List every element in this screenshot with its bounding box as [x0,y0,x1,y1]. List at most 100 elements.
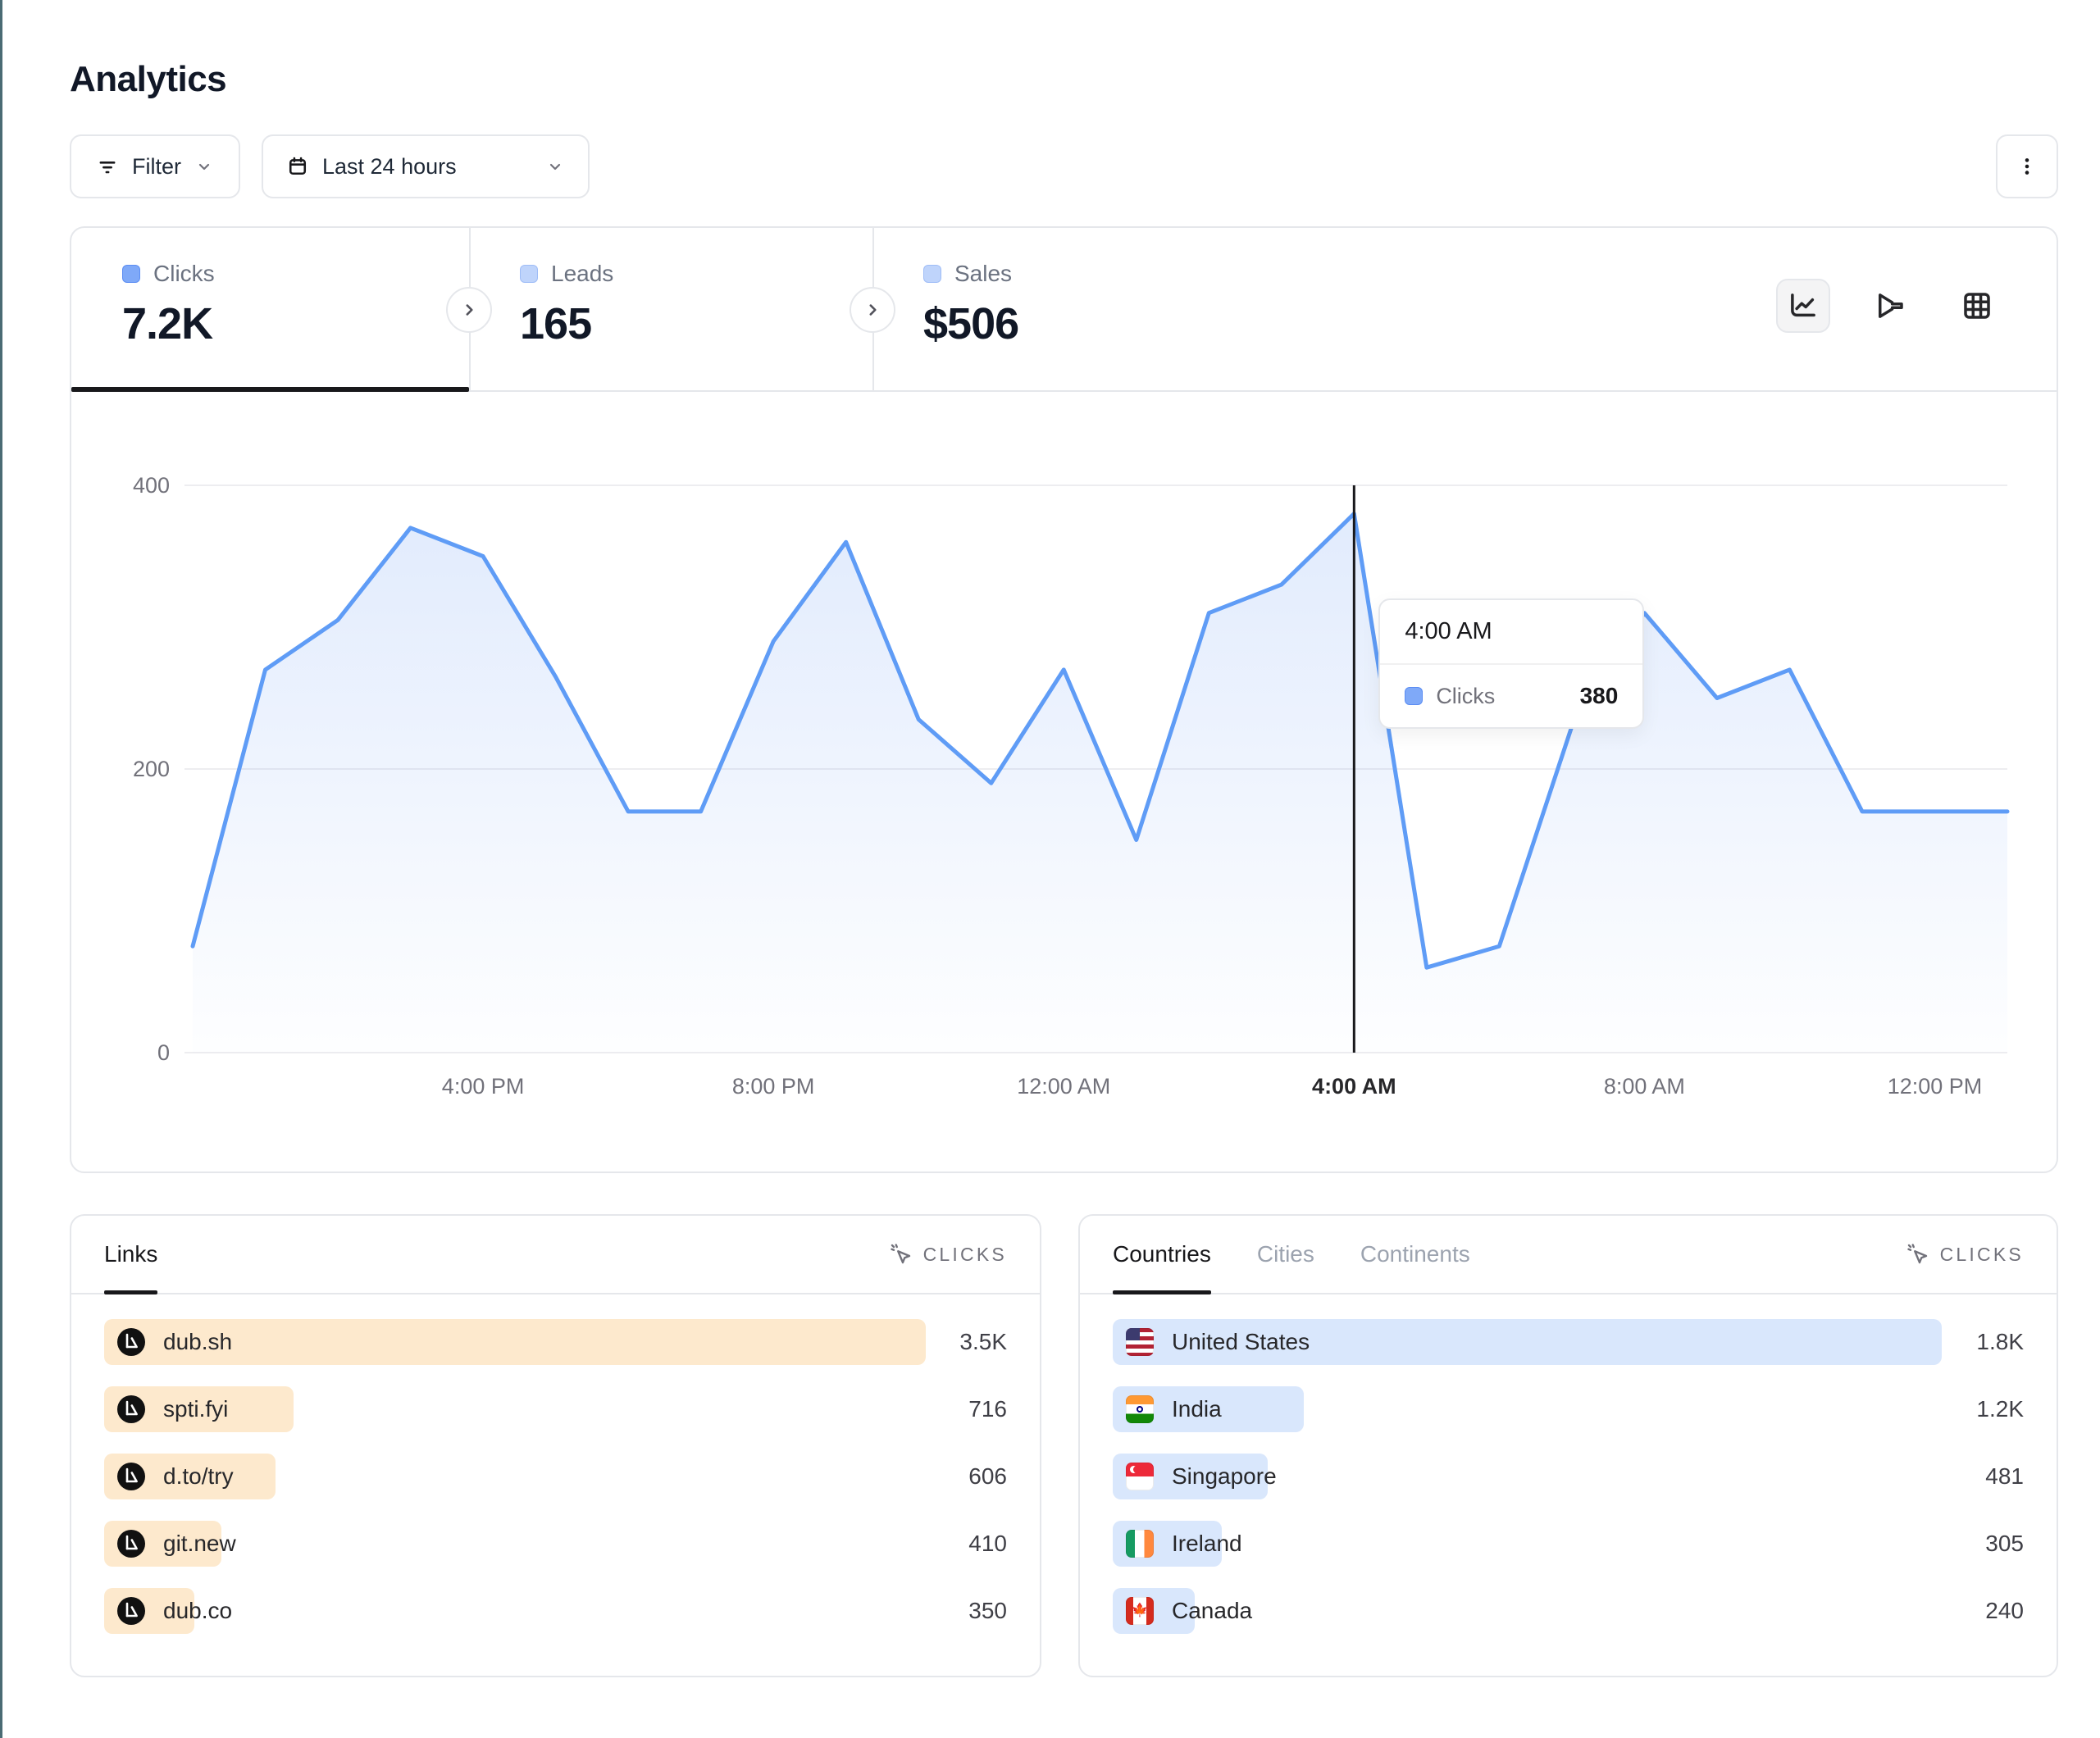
countries-panel-header: Countries Cities Continents CLICKS [1080,1216,2057,1294]
calendar-icon [286,155,309,178]
chevron-down-icon [545,157,565,176]
cursor-click-icon [1906,1242,1930,1267]
tooltip-legend-square [1405,687,1424,705]
tooltip-time: 4:00 AM [1380,600,1643,665]
country-row[interactable]: Singapore 481 [1113,1454,2024,1499]
dub-logo-icon [117,1395,145,1423]
tab-cities[interactable]: Cities [1256,1241,1314,1267]
tab-links[interactable]: Links [104,1216,158,1294]
country-row[interactable]: United States 1.8K [1113,1319,2024,1365]
row-value: 481 [1985,1463,2024,1489]
stat-sales-tab[interactable]: Sales $506 [872,228,2057,390]
links-list: dub.sh 3.5K spti.fyi 716 d.to/try 606 git.n… [71,1294,1040,1658]
tab-countries[interactable]: Countries [1113,1216,1211,1294]
row-content: 🍁 Canada [1113,1597,1252,1625]
area-chart-canvas[interactable]: 0 200 400 4:00 PM 8:00 PM 12:00 AM 4:00 AM 8:00… [71,392,2057,1105]
dub-logo-icon [117,1328,145,1356]
row-label: Canada [1172,1598,1253,1623]
countries-panel: Countries Cities Continents CLICKS Unite… [1078,1214,2058,1677]
chevron-down-icon [194,157,214,176]
stat-leads-tab[interactable]: Leads 165 [469,228,872,390]
leads-value: 165 [520,299,592,348]
row-content: spti.fyi [104,1395,228,1423]
row-value: 410 [968,1531,1007,1556]
analytics-page: Analytics Filter Last 24 hours [70,59,2058,1677]
ca-flag-icon: 🍁 [1126,1597,1154,1625]
tooltip-series-label: Clicks [1436,683,1496,708]
value-bar [1113,1319,1942,1365]
sg-flag-icon [1126,1463,1154,1490]
countries-metric-header[interactable]: CLICKS [1906,1242,2024,1267]
row-value: 3.5K [959,1329,1007,1354]
row-value: 1.2K [1976,1396,2024,1422]
filter-button[interactable]: Filter [70,134,240,198]
clicks-legend-square [122,265,140,283]
stat-clicks-tab[interactable]: Clicks 7.2K [71,228,469,390]
tooltip-value: 380 [1579,683,1619,708]
country-row[interactable]: Ireland 305 [1113,1521,2024,1567]
sales-label: Sales [954,261,1013,286]
y-axis-tick: 400 [133,473,170,498]
row-content: Ireland [1113,1530,1242,1558]
countries-metric-label: CLICKS [1939,1243,2024,1265]
countries-list: United States 1.8K India 1.2K Singapore 481 Ir… [1080,1294,2057,1658]
row-label: spti.fyi [163,1396,229,1422]
filter-button-label: Filter [132,153,181,179]
y-axis-tick: 200 [133,757,170,781]
row-content: India [1113,1395,1222,1423]
next-metric-button[interactable] [850,287,895,333]
cursor-click-icon [889,1242,913,1267]
clicks-value: 7.2K [122,299,213,348]
next-metric-button[interactable] [446,287,492,333]
links-metric-header[interactable]: CLICKS [889,1242,1007,1267]
leads-legend-square [520,265,538,283]
row-value: 606 [968,1463,1007,1489]
country-row[interactable]: 🍁 Canada 240 [1113,1588,2024,1634]
link-row[interactable]: dub.sh 3.5K [104,1319,1007,1365]
breakdown-panels: Links CLICKS dub.sh 3.5K spti.fyi 716 d.to… [70,1214,2058,1677]
toolbar: Filter Last 24 hours [70,134,2058,198]
row-content: dub.co [104,1597,232,1625]
link-row[interactable]: git.new 410 [104,1521,1007,1567]
analytics-chart-card: Clicks 7.2K Leads 165 Sales $506 [70,226,2058,1173]
link-row[interactable]: d.to/try 606 [104,1454,1007,1499]
date-range-button[interactable]: Last 24 hours [262,134,590,198]
row-value: 716 [968,1396,1007,1422]
row-label: dub.sh [163,1329,233,1354]
clicks-label: Clicks [153,261,215,286]
x-axis-tick: 8:00 PM [732,1074,815,1099]
row-label: d.to/try [163,1463,234,1489]
country-row[interactable]: India 1.2K [1113,1386,2024,1432]
ie-flag-icon [1126,1530,1154,1558]
row-content: United States [1113,1328,1310,1356]
clicks-area-chart[interactable]: 0 200 400 4:00 PM 8:00 PM 12:00 AM 4:00 AM 8:00… [71,392,2057,1105]
row-value: 1.8K [1976,1329,2024,1354]
links-panel: Links CLICKS dub.sh 3.5K spti.fyi 716 d.to… [70,1214,1041,1677]
active-metric-underline [71,387,469,392]
links-metric-label: CLICKS [922,1243,1007,1265]
link-row[interactable]: dub.co 350 [104,1588,1007,1634]
row-content: d.to/try [104,1463,234,1490]
chart-tooltip: 4:00 AM Clicks 380 [1378,598,1645,729]
x-axis-tick: 12:00 PM [1888,1074,1983,1099]
table-view-button[interactable] [1950,279,2004,333]
funnel-view-button[interactable] [1863,279,1917,333]
row-label: git.new [163,1531,236,1556]
link-row[interactable]: spti.fyi 716 [104,1386,1007,1432]
x-axis-tick: 4:00 PM [442,1074,525,1099]
x-axis-tick: 12:00 AM [1017,1074,1110,1099]
row-label: India [1172,1396,1222,1422]
row-content: Singapore [1113,1463,1277,1490]
leads-label: Leads [551,261,614,286]
left-accent-strip [0,0,2,1738]
line-chart-view-button[interactable] [1776,279,1830,333]
x-axis-tick: 4:00 AM [1312,1074,1396,1099]
dub-logo-icon [117,1597,145,1625]
us-flag-icon [1126,1328,1154,1356]
tab-continents[interactable]: Continents [1360,1241,1470,1267]
in-flag-icon [1126,1395,1154,1423]
value-bar [104,1319,926,1365]
y-axis-tick: 0 [157,1040,170,1065]
more-menu-button[interactable] [1996,134,2058,198]
row-content: dub.sh [104,1328,232,1356]
